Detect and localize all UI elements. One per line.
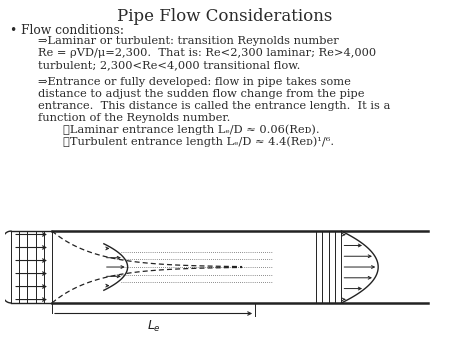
Text: Re = ρVD/μ=2,300.  That is: Re<2,300 laminar; Re>4,000: Re = ρVD/μ=2,300. That is: Re<2,300 lami… bbox=[38, 48, 376, 58]
Text: $L_e$: $L_e$ bbox=[147, 318, 161, 334]
Text: Pipe Flow Considerations: Pipe Flow Considerations bbox=[117, 8, 333, 25]
Text: entrance.  This distance is called the entrance length.  It is a: entrance. This distance is called the en… bbox=[38, 101, 391, 111]
Text: turbulent; 2,300<Re<4,000 transitional flow.: turbulent; 2,300<Re<4,000 transitional f… bbox=[38, 60, 301, 70]
Text: function of the Reynolds number.: function of the Reynolds number. bbox=[38, 113, 230, 123]
Text: ➤Laminar entrance length Lₑ/D ≈ 0.06(Reᴅ).: ➤Laminar entrance length Lₑ/D ≈ 0.06(Reᴅ… bbox=[63, 124, 320, 135]
Text: ⇒Entrance or fully developed: flow in pipe takes some: ⇒Entrance or fully developed: flow in pi… bbox=[38, 77, 351, 87]
Text: ⇒Laminar or turbulent: transition Reynolds number: ⇒Laminar or turbulent: transition Reynol… bbox=[38, 36, 339, 46]
Text: ➤Turbulent entrance length Lₑ/D ≈ 4.4(Reᴅ)¹/⁶.: ➤Turbulent entrance length Lₑ/D ≈ 4.4(Re… bbox=[63, 136, 334, 147]
Text: distance to adjust the sudden flow change from the pipe: distance to adjust the sudden flow chang… bbox=[38, 89, 365, 99]
Text: • Flow conditions:: • Flow conditions: bbox=[10, 24, 124, 37]
